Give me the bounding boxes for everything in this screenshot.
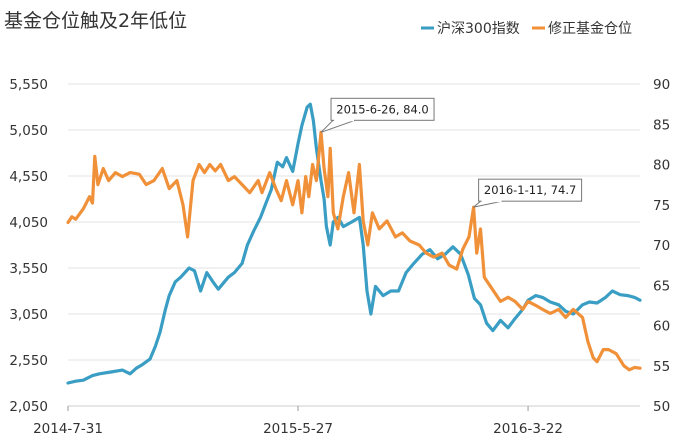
y-tick-label-left: 5,550 [9,77,48,93]
y-tick-label-left: 2,550 [9,353,48,369]
legend: 沪深300指数 修正基金仓位 [421,20,632,37]
legend-item-fund-position: 修正基金仓位 [532,20,632,37]
annotation-box [478,178,583,202]
y-tick-label-right: 55 [653,359,670,375]
series-line-fund-position [66,130,642,372]
x-tick-label: 2015-5-27 [263,421,333,437]
y-tick-label-right: 90 [653,77,670,93]
legend-label-hs300: 沪深300指数 [437,21,520,37]
y-tick-label-left: 3,050 [9,307,48,323]
right-y-axis: 50 55 60 65 70 75 80 85 90 [653,77,670,415]
x-tick-label: 2014-7-31 [33,421,103,437]
y-tick-label-left: 5,050 [9,123,48,139]
y-tick-label-left: 2,050 [9,399,48,415]
y-tick-label-right: 60 [653,319,670,335]
y-tick-label-right: 70 [653,238,670,254]
series-lines [66,102,642,385]
legend-label-fund-position: 修正基金仓位 [548,20,632,37]
annotation-box [330,97,435,121]
annotation-label: 2016-1-11, 74.7 [484,183,576,197]
y-tick-label-right: 85 [653,117,670,133]
y-tick-label-right: 50 [653,399,670,415]
x-tick-label: 2016-3-22 [493,421,563,437]
x-axis: 2014-7-31 2015-5-27 2016-3-22 [33,406,563,437]
annotation-callout: 2016-1-11, 74.7 [473,178,583,208]
chart-title: 基金仓位触及2年低位 [4,10,188,32]
left-y-axis: 2,050 2,550 3,050 3,550 4,050 4,550 5,050 5,550 [9,77,48,415]
annotation-label: 2015-6-26, 84.0 [336,102,428,116]
y-tick-label-right: 80 [653,158,670,174]
y-tick-label-right: 65 [653,278,670,294]
y-tick-label-left: 4,050 [9,215,48,231]
annotations: 2015-6-26, 84.0 2016-1-11, 74.7 [320,97,583,208]
legend-item-hs300: 沪深300指数 [421,21,520,37]
y-tick-label-right: 75 [653,198,670,214]
annotation-callout: 2015-6-26, 84.0 [320,97,435,133]
series-line-hs300 [66,102,642,385]
y-tick-label-left: 3,550 [9,261,48,277]
y-tick-label-left: 4,550 [9,169,48,185]
